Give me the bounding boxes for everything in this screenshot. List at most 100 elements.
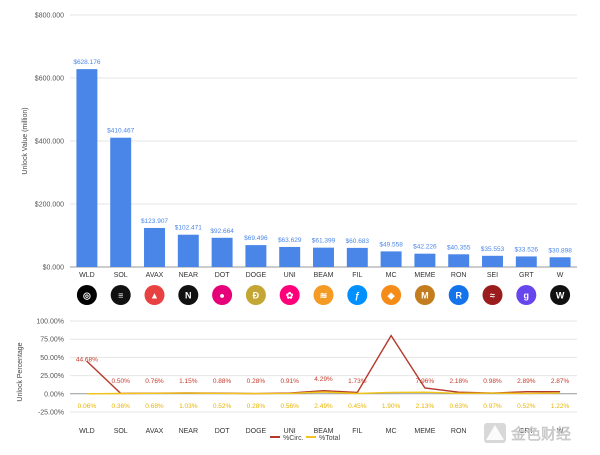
bar-y-ticks: $0.000 $200.000 $400.000 $600.000 $800.000 bbox=[35, 13, 64, 272]
line-y-ticks: -25.00% 0.00% 25.00% 50.00% 75.00% 100.00% bbox=[36, 319, 64, 417]
line-series-total bbox=[86, 391, 561, 395]
wormhole-icon: W bbox=[550, 285, 571, 305]
line-category-label: GRT bbox=[519, 428, 534, 435]
the-graph-icon: g bbox=[516, 285, 537, 305]
polkadot-icon: ● bbox=[212, 285, 233, 305]
svg-text:≋: ≋ bbox=[320, 291, 328, 301]
line-point-label: 44.68% bbox=[76, 356, 98, 363]
bar-value-label: $35.553 bbox=[481, 246, 505, 253]
bar-category-label: W bbox=[557, 272, 564, 279]
bar-sol bbox=[110, 137, 132, 267]
bar-value-label: $33.526 bbox=[515, 246, 539, 253]
bar-ron bbox=[448, 254, 470, 267]
bar-grt bbox=[515, 256, 537, 267]
line-y-tick-label: 25.00% bbox=[40, 373, 64, 380]
line-point-label: 0.56% bbox=[280, 403, 299, 410]
bar-y-tick-label: $600.000 bbox=[35, 76, 64, 83]
uniswap-icon: ✿ bbox=[279, 285, 300, 305]
line-category-label: W bbox=[557, 428, 564, 435]
line-legend: %Circ. %Total bbox=[270, 435, 340, 442]
line-point-label: 0.91% bbox=[280, 378, 299, 385]
bar-near bbox=[177, 234, 199, 267]
line-point-label: 0.68% bbox=[145, 403, 164, 410]
bar-y-axis-title: Unlock Value (million) bbox=[22, 107, 29, 174]
line-point-label: 2.18% bbox=[449, 378, 468, 385]
line-point-label: 2.87% bbox=[551, 378, 570, 385]
bar-dot bbox=[211, 237, 233, 267]
bar-sei bbox=[482, 255, 503, 267]
dogecoin-icon: Ð bbox=[245, 285, 266, 305]
svg-text:W: W bbox=[556, 291, 565, 301]
bar-value-label: $63.629 bbox=[278, 237, 302, 244]
line-point-label: 0.36% bbox=[111, 403, 130, 410]
bar-value-label: $42.226 bbox=[413, 244, 437, 251]
svg-text:g: g bbox=[524, 291, 530, 301]
ronin-icon: R bbox=[448, 285, 469, 305]
bar-wld bbox=[76, 69, 98, 267]
merit-circle-icon: ◆ bbox=[381, 285, 402, 305]
line-y-tick-label: 0.00% bbox=[44, 391, 64, 398]
bar-value-label: $49.558 bbox=[379, 241, 403, 248]
svg-text:N: N bbox=[185, 291, 192, 301]
bar-category-label: FIL bbox=[352, 272, 362, 279]
line-point-label: 2.49% bbox=[314, 403, 333, 410]
line-category-label: DOGE bbox=[246, 428, 267, 435]
bar-value-label: $123.907 bbox=[141, 218, 168, 225]
filecoin-icon: ƒ bbox=[347, 285, 368, 305]
bar-value-label: $60.683 bbox=[346, 238, 370, 245]
bar-value-label: $30.898 bbox=[548, 247, 572, 254]
bar-fil bbox=[346, 247, 368, 267]
line-category-label: SOL bbox=[114, 428, 128, 435]
svg-text:●: ● bbox=[219, 291, 224, 301]
line-y-tick-label: 75.00% bbox=[40, 337, 64, 344]
line-category-label: MC bbox=[386, 428, 397, 435]
line-category-label: FIL bbox=[352, 428, 362, 435]
line-category-label: WLD bbox=[79, 428, 95, 435]
line-y-tick-label: -25.00% bbox=[38, 410, 64, 417]
line-y-axis-title: Unlock Percentage bbox=[17, 342, 24, 401]
near-icon: N bbox=[178, 285, 199, 305]
line-y-tick-label: 100.00% bbox=[36, 319, 64, 326]
bar-mc bbox=[380, 251, 402, 267]
line-point-label: 1.90% bbox=[382, 403, 401, 410]
bar-category-label: DOT bbox=[215, 272, 231, 279]
line-point-label: 0.88% bbox=[213, 378, 232, 385]
bar-value-label: $410.467 bbox=[107, 128, 134, 135]
svg-text:◆: ◆ bbox=[387, 291, 396, 301]
bar-y-tick-label: $400.000 bbox=[35, 139, 64, 146]
line-point-label: 0.50% bbox=[111, 378, 130, 385]
line-category-label: BEAM bbox=[314, 428, 334, 435]
bar-value-label: $69.496 bbox=[244, 235, 268, 242]
svg-text:ƒ: ƒ bbox=[355, 291, 360, 301]
line-point-label: 2.89% bbox=[517, 378, 536, 385]
beam-icon: ≋ bbox=[313, 285, 334, 305]
bar-doge bbox=[245, 245, 267, 267]
bar-category-label: WLD bbox=[79, 272, 95, 279]
line-chart: Unlock Percentage -25.00% 0.00% 25.00% 50.0… bbox=[17, 319, 577, 442]
avalanche-icon: ▲ bbox=[144, 285, 165, 305]
line-point-label: 2.13% bbox=[416, 403, 435, 410]
line-point-label: 1.22% bbox=[551, 403, 570, 410]
bar-w bbox=[549, 257, 571, 267]
line-point-label: 0.28% bbox=[247, 378, 266, 385]
watermark: 金色财经 bbox=[484, 423, 571, 443]
line-point-label: 0.52% bbox=[213, 403, 232, 410]
jinse-logo-icon bbox=[484, 423, 506, 443]
line-point-label: 0.28% bbox=[247, 403, 266, 410]
bar-category-label: SOL bbox=[114, 272, 128, 279]
bar-value-label: $102.471 bbox=[175, 225, 202, 232]
line-point-label: 0.06% bbox=[78, 403, 97, 410]
line-category-label: DOT bbox=[215, 428, 231, 435]
line-category-label: NEAR bbox=[179, 428, 198, 435]
svg-text:M: M bbox=[421, 291, 429, 301]
line-grid bbox=[70, 320, 577, 413]
bar-meme bbox=[414, 253, 436, 267]
bar-category-label: MC bbox=[386, 272, 397, 279]
bar-category-label: GRT bbox=[519, 272, 534, 279]
line-point-label: 0.52% bbox=[517, 403, 536, 410]
line-point-label: 0.98% bbox=[483, 378, 502, 385]
bar-value-label: $92.664 bbox=[210, 228, 234, 235]
sei-icon: ≈ bbox=[482, 285, 503, 305]
bar-chart: Unlock Value (million) $0.000 $200.000 $40… bbox=[22, 13, 577, 279]
